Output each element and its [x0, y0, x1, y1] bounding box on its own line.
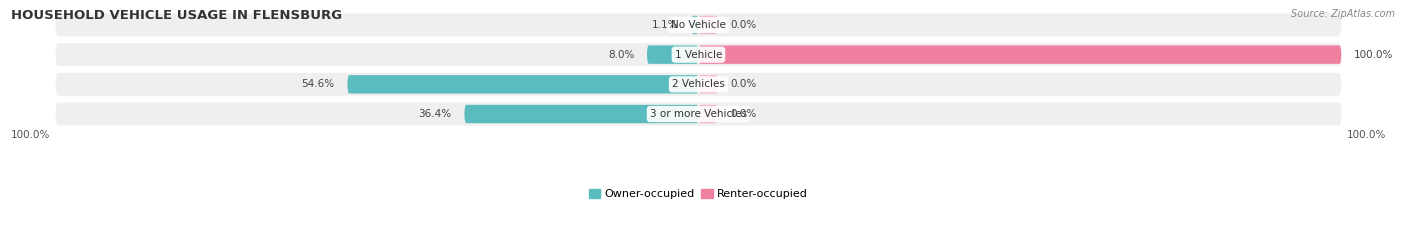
FancyBboxPatch shape — [647, 45, 699, 64]
FancyBboxPatch shape — [56, 73, 1341, 96]
Text: Source: ZipAtlas.com: Source: ZipAtlas.com — [1291, 9, 1395, 19]
Text: 0.0%: 0.0% — [731, 20, 756, 30]
FancyBboxPatch shape — [464, 105, 699, 123]
FancyBboxPatch shape — [692, 16, 699, 34]
FancyBboxPatch shape — [56, 102, 1341, 125]
Text: 100.0%: 100.0% — [1354, 50, 1393, 60]
FancyBboxPatch shape — [56, 14, 1341, 36]
FancyBboxPatch shape — [56, 43, 1341, 66]
Text: 1 Vehicle: 1 Vehicle — [675, 50, 723, 60]
Text: 100.0%: 100.0% — [1347, 130, 1386, 140]
Text: 2 Vehicles: 2 Vehicles — [672, 79, 725, 89]
FancyBboxPatch shape — [699, 75, 717, 94]
Text: 100.0%: 100.0% — [11, 130, 51, 140]
FancyBboxPatch shape — [347, 75, 699, 94]
Text: 0.0%: 0.0% — [731, 79, 756, 89]
Text: 36.4%: 36.4% — [419, 109, 451, 119]
Text: No Vehicle: No Vehicle — [671, 20, 725, 30]
Text: HOUSEHOLD VEHICLE USAGE IN FLENSBURG: HOUSEHOLD VEHICLE USAGE IN FLENSBURG — [11, 9, 343, 22]
Text: 3 or more Vehicles: 3 or more Vehicles — [650, 109, 747, 119]
Text: 0.0%: 0.0% — [731, 109, 756, 119]
Text: 1.1%: 1.1% — [652, 20, 679, 30]
Text: 54.6%: 54.6% — [301, 79, 335, 89]
FancyBboxPatch shape — [699, 16, 717, 34]
FancyBboxPatch shape — [699, 105, 717, 123]
FancyBboxPatch shape — [699, 45, 1341, 64]
Text: 8.0%: 8.0% — [607, 50, 634, 60]
Legend: Owner-occupied, Renter-occupied: Owner-occupied, Renter-occupied — [585, 184, 813, 203]
